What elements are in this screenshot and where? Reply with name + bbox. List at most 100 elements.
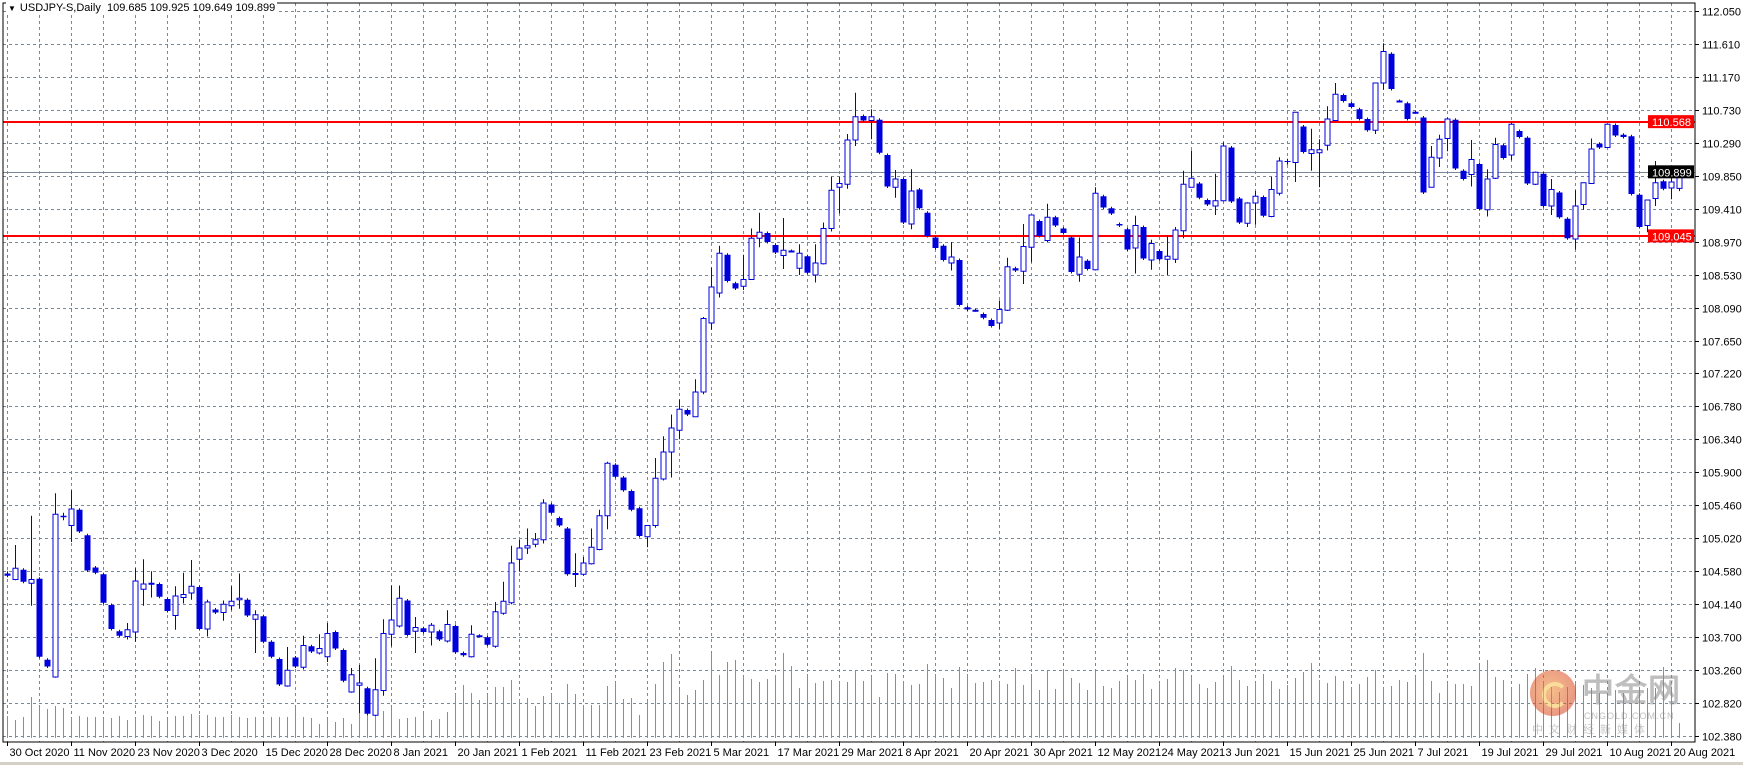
candle-bull (1508, 123, 1515, 156)
candle-bear (116, 631, 123, 636)
candle-bear (620, 477, 627, 491)
candle-bull (524, 545, 531, 549)
candle-bull (1380, 51, 1387, 84)
candle-bull (660, 451, 667, 480)
candle-bear (1612, 125, 1619, 136)
candle-bull (1252, 195, 1259, 204)
candle-bear (1636, 194, 1643, 227)
symbol-label: USDJPY-S,Daily (19, 2, 101, 14)
candle-bear (436, 631, 443, 640)
candle-bull (836, 183, 843, 188)
price-tick-label: 105.900 (1702, 468, 1742, 480)
candle-bull (1428, 156, 1435, 188)
bottom-border (0, 762, 1743, 765)
price-tick-label: 102.380 (1702, 732, 1742, 744)
candle-bear (916, 189, 923, 209)
candle-bear (308, 646, 315, 652)
candle-bear (1236, 198, 1243, 223)
candle-bear (1124, 229, 1131, 250)
candle-bull (828, 189, 835, 229)
price-tag-bg (1648, 229, 1694, 243)
price-tag-bg (1648, 115, 1694, 129)
candle-bear (1660, 181, 1667, 189)
candle-bull (1164, 255, 1171, 260)
price-tick-label: 109.850 (1702, 172, 1742, 184)
candle-bear (1516, 131, 1523, 137)
candle-bull (1020, 246, 1027, 272)
candle-bull (748, 237, 755, 280)
candle-bull (972, 309, 979, 312)
price-tick-label: 108.530 (1702, 271, 1742, 283)
candle-bull (604, 462, 611, 517)
candle-bear (292, 657, 299, 667)
candle-bull (428, 624, 435, 633)
candle-bear (884, 155, 891, 187)
candle-bear (1068, 237, 1075, 272)
candle-bear (460, 653, 467, 656)
time-axis[interactable]: 30 Oct 2020 11 Nov 2020 23 Nov 2020 3 Dec 2… (7, 742, 1736, 759)
candle-bear (420, 628, 427, 632)
price-tick-label: 106.780 (1702, 402, 1742, 414)
candle-bear (860, 116, 867, 121)
triangle-down-icon[interactable]: ▼ (8, 4, 16, 13)
time-tick-label: 23 Feb 2021 (650, 747, 712, 759)
candle-bear (1460, 170, 1467, 179)
candles (4, 43, 1683, 716)
candle-bull (444, 624, 451, 642)
candle-bull (1076, 256, 1083, 275)
candle-bull (124, 629, 131, 637)
candle-bull (28, 579, 35, 584)
candle-bear (1500, 145, 1507, 158)
candle-bull (52, 513, 59, 678)
candle-bear (1556, 192, 1563, 218)
candle-bull (1220, 145, 1227, 202)
candle-bear (932, 237, 939, 248)
candle-bear (1420, 117, 1427, 193)
candle-bull (1372, 82, 1379, 131)
candle-bear (92, 567, 99, 573)
candle-bear (268, 641, 275, 657)
candle-bear (156, 584, 163, 597)
time-tick-label: 3 Jun 2021 (1226, 747, 1280, 759)
candle-bear (988, 320, 995, 326)
candle-bear (1084, 260, 1091, 269)
candle-bear (1348, 103, 1355, 107)
candle-bear (1204, 200, 1211, 205)
candle-bear (556, 518, 563, 526)
time-tick-label: 7 Jul 2021 (1418, 747, 1469, 759)
candle-bear (20, 569, 27, 582)
open-value: 109.685 (106, 2, 147, 14)
candle-bull (356, 682, 363, 686)
candle-bear (804, 256, 811, 273)
low-value: 109.649 (192, 2, 233, 14)
candle-bull (252, 614, 259, 620)
candle-bull (812, 262, 819, 276)
candle-bull (796, 252, 803, 269)
candle-bear (1340, 95, 1347, 101)
candle-bear (84, 535, 91, 571)
time-tick-label: 20 Apr 2021 (970, 747, 1029, 759)
candle-bear (1140, 227, 1147, 259)
time-tick-label: 28 Dec 2020 (330, 747, 392, 759)
price-tick-label: 107.220 (1702, 369, 1742, 381)
candle-bull (1436, 138, 1443, 159)
candle-bear (1108, 208, 1115, 214)
candle-bear (900, 179, 907, 223)
candle-bear (1156, 251, 1163, 260)
time-tick-label: 11 Nov 2020 (74, 747, 136, 759)
candle-bull (172, 595, 179, 616)
price-axis[interactable]: 112.050 111.610 111.170 110.730 110.290 109.8… (1695, 7, 1742, 744)
time-tick-label: 15 Dec 2020 (266, 747, 328, 759)
price-tick-label: 105.020 (1702, 534, 1742, 546)
time-tick-label: 29 Jul 2021 (1546, 747, 1603, 759)
candle-bull (868, 116, 875, 121)
candle-bear (452, 626, 459, 653)
candle-bear (1012, 268, 1019, 271)
candle-bear (1540, 173, 1547, 206)
price-tick-label: 108.090 (1702, 304, 1742, 316)
candle-bull (500, 600, 507, 614)
price-tick-label: 103.700 (1702, 633, 1742, 645)
candle-bull (1180, 183, 1187, 232)
candle-bull (1412, 111, 1419, 114)
